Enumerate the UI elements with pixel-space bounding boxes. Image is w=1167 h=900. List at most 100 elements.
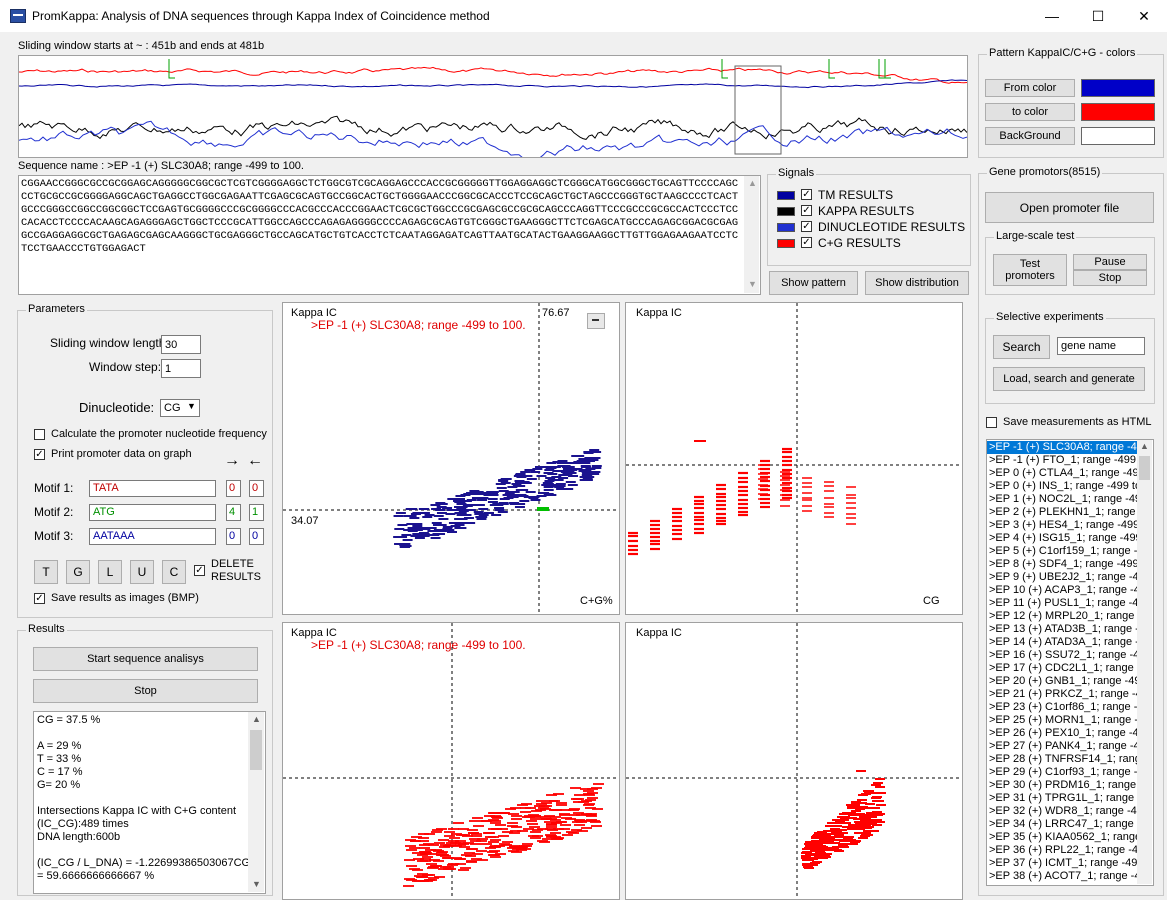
motif-marker — [721, 59, 728, 79]
show-pattern-button[interactable]: Show pattern — [769, 271, 858, 295]
promoter-list-item[interactable]: >EP 16 (+) SSU72_1; range -49 — [989, 649, 1137, 661]
delete-results-checkbox[interactable]: ✓ — [194, 565, 205, 576]
promoter-list-item[interactable]: >EP 3 (+) HES4_1; range -499 — [989, 519, 1137, 531]
promoter-list-item[interactable]: >EP 2 (+) PLEKHN1_1; range - — [989, 506, 1137, 518]
promoter-list-item[interactable]: >EP 30 (+) PRDM16_1; range - — [989, 779, 1137, 791]
motif-input[interactable]: AATAAA — [89, 528, 216, 545]
promoter-list-item[interactable]: >EP 1 (+) NOC2L_1; range -499 — [989, 493, 1137, 505]
promoter-list-item[interactable]: >EP 8 (+) SDF4_1; range -499 — [989, 558, 1137, 570]
promoter-list-item[interactable]: >EP 32 (+) WDR8_1; range -49 — [989, 805, 1137, 817]
promoter-list-item[interactable]: >EP 26 (+) PEX10_1; range -49 — [989, 727, 1137, 739]
dinucleotide-select[interactable]: CG ▼ — [160, 399, 200, 417]
promoter-list[interactable]: >EP -1 (+) SLC30A8; range -499 >EP -1 (+)… — [986, 439, 1154, 886]
plot-tl-title: Kappa IC — [291, 307, 337, 319]
motif-forward-count: 0 — [226, 528, 241, 545]
from-color-button[interactable]: From color — [985, 79, 1075, 97]
print-data-checkbox[interactable]: ✓ — [34, 449, 45, 460]
nucleotide-l-button[interactable]: L — [98, 560, 122, 584]
nucleotide-u-button[interactable]: U — [130, 560, 154, 584]
load-search-generate-button[interactable]: Load, search and generate — [993, 367, 1145, 391]
motif-input[interactable]: TATA — [89, 480, 216, 497]
promoter-list-item[interactable]: >EP 27 (+) PANK4_1; range -4 — [989, 740, 1137, 752]
show-distribution-button[interactable]: Show distribution — [865, 271, 969, 295]
promoter-scroll-thumb[interactable] — [1139, 456, 1150, 480]
promoter-list-item[interactable]: >EP 29 (+) C1orf93_1; range - — [989, 766, 1137, 778]
results-textbox[interactable]: CG = 37.5 % A = 29 % T = 33 % C = 17 % G= 20… — [33, 711, 266, 894]
promoter-list-item[interactable]: >EP 13 (+) ATAD3B_1; range - — [989, 623, 1137, 635]
search-button[interactable]: Search — [993, 335, 1050, 359]
results-scrollbar[interactable]: ▲ ▼ — [248, 712, 264, 892]
to-color-swatch[interactable] — [1081, 103, 1155, 121]
promoter-list-item[interactable]: >EP 38 (+) ACOT7_1; range -4 — [989, 870, 1137, 882]
signal-checkbox[interactable]: ✓ — [801, 205, 812, 216]
close-button[interactable]: ✕ — [1138, 7, 1150, 24]
nucleotide-t-button[interactable]: T — [34, 560, 58, 584]
plot-tl-toggle[interactable] — [587, 313, 605, 329]
promoter-list-item[interactable]: >EP 36 (+) RPL22_1; range -49 — [989, 844, 1137, 856]
promoter-list-item[interactable]: >EP 0 (+) INS_1; range -499 to 1 — [989, 480, 1137, 492]
promoter-list-item[interactable]: >EP 23 (+) C1orf86_1; range - — [989, 701, 1137, 713]
scroll-up-icon[interactable]: ▲ — [1140, 441, 1149, 451]
scroll-up-icon[interactable]: ▲ — [748, 178, 757, 188]
window-length-input[interactable] — [161, 335, 201, 354]
promoter-list-item[interactable]: >EP 0 (+) CTLA4_1; range -499 — [989, 467, 1137, 479]
motif-input[interactable]: ATG — [89, 504, 216, 521]
maximize-button[interactable]: ☐ — [1091, 7, 1105, 24]
from-color-swatch[interactable] — [1081, 79, 1155, 97]
scroll-up-icon[interactable]: ▲ — [252, 714, 261, 724]
plot-bottom-right[interactable]: Kappa IC — [625, 622, 963, 900]
window-step-input[interactable] — [161, 359, 201, 378]
save-html-checkbox[interactable] — [986, 417, 997, 428]
signal-checkbox[interactable]: ✓ — [801, 237, 812, 248]
promoter-list-item[interactable]: >EP -1 (+) FTO_1; range -499 to — [989, 454, 1137, 466]
chevron-down-icon[interactable]: ▼ — [187, 401, 196, 411]
test-promoters-button[interactable]: Test promoters — [993, 254, 1067, 286]
promoter-list-item[interactable]: >EP 35 (+) KIAA0562_1; range — [989, 831, 1137, 843]
calc-freq-checkbox[interactable] — [34, 429, 45, 440]
promoter-list-item[interactable]: >EP 14 (+) ATAD3A_1; range - — [989, 636, 1137, 648]
promoter-list-item[interactable]: >EP 31 (+) TPRG1L_1; range - — [989, 792, 1137, 804]
minimize-button[interactable]: — — [1045, 8, 1059, 24]
promoter-list-item[interactable]: >EP 11 (+) PUSL1_1; range -49 — [989, 597, 1137, 609]
signal-checkbox[interactable]: ✓ — [801, 189, 812, 200]
promoter-list-item[interactable]: >EP 5 (+) C1orf159_1; range -4 — [989, 545, 1137, 557]
plot-tl-yval: 34.07 — [291, 515, 319, 527]
promoter-list-item[interactable]: >EP 9 (+) UBE2J2_1; range -49 — [989, 571, 1137, 583]
promoter-list-item[interactable]: >EP 17 (+) CDC2L1_1; range - — [989, 662, 1137, 674]
promoter-list-item[interactable]: >EP 10 (+) ACAP3_1; range -49 — [989, 584, 1137, 596]
background-color-button[interactable]: BackGround — [985, 127, 1075, 145]
plot-bottom-left[interactable]: Kappa IC >EP -1 (+) SLC30A8; range -499 … — [282, 622, 620, 900]
sequence-textbox[interactable]: CGGAACCGGGCGCCGCGGAGCAGGGGGCGGCGCTCGTCGG… — [18, 175, 761, 295]
nucleotide-c-button[interactable]: C — [162, 560, 186, 584]
gene-name-input[interactable] — [1057, 337, 1145, 355]
save-bmp-checkbox[interactable]: ✓ — [34, 593, 45, 604]
promoter-list-item[interactable]: >EP 25 (+) MORN1_1; range -4 — [989, 714, 1137, 726]
stop-test-button[interactable]: Stop — [1073, 270, 1147, 286]
start-analysis-button[interactable]: Start sequence analisys — [33, 647, 258, 671]
to-color-button[interactable]: to color — [985, 103, 1075, 121]
motif-reverse-count: 0 — [249, 528, 264, 545]
sequence-scrollbar[interactable]: ▲ ▼ — [744, 176, 759, 293]
promoter-list-scrollbar[interactable]: ▲ — [1137, 440, 1152, 884]
scroll-down-icon[interactable]: ▼ — [748, 279, 757, 289]
plot-top-right[interactable]: Kappa IC CG — [625, 302, 963, 615]
signal-checkbox[interactable]: ✓ — [801, 221, 812, 232]
promoter-list-item[interactable]: >EP 20 (+) GNB1_1; range -49 — [989, 675, 1137, 687]
promoter-list-item[interactable]: >EP 21 (+) PRKCZ_1; range -4 — [989, 688, 1137, 700]
signal-graph[interactable] — [18, 55, 968, 158]
results-scroll-thumb[interactable] — [250, 730, 262, 770]
nucleotide-g-button[interactable]: G — [66, 560, 90, 584]
background-color-swatch[interactable] — [1081, 127, 1155, 145]
promoter-list-item[interactable]: >EP 12 (+) MRPL20_1; range - — [989, 610, 1137, 622]
scroll-down-icon[interactable]: ▼ — [252, 879, 261, 889]
promoter-list-item[interactable]: >EP 28 (+) TNFRSF14_1; rang — [989, 753, 1137, 765]
promoter-list-item[interactable]: >EP 4 (+) ISG15_1; range -499 — [989, 532, 1137, 544]
stop-analysis-button[interactable]: Stop — [33, 679, 258, 703]
promoter-list-item[interactable]: >EP 37 (+) ICMT_1; range -499 — [989, 857, 1137, 869]
open-promoter-file-button[interactable]: Open promoter file — [985, 192, 1154, 223]
promoter-list-item[interactable]: >EP 34 (+) LRRC47_1; range - — [989, 818, 1137, 830]
pause-button[interactable]: Pause — [1073, 254, 1147, 270]
promoter-list-item[interactable]: >EP -1 (+) SLC30A8; range -499 — [987, 441, 1137, 454]
plot-top-left[interactable]: Kappa IC >EP -1 (+) SLC30A8; range -499 … — [282, 302, 620, 615]
signal-label: KAPPA RESULTS — [818, 204, 915, 218]
